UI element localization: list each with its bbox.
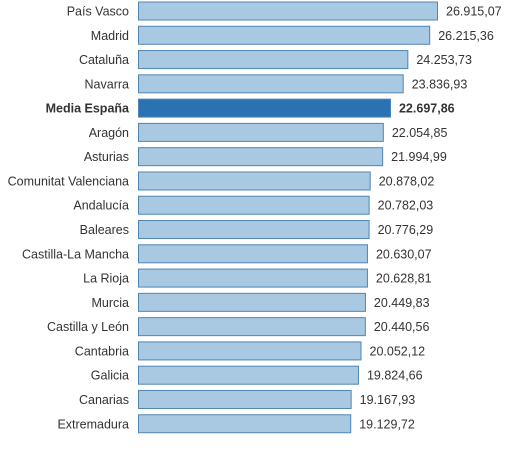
category-label-castilla-la-mancha: Castilla-La Mancha (22, 247, 129, 261)
value-label-navarra: 23.836,93 (412, 77, 468, 91)
bar-aragon (138, 122, 384, 142)
value-label-murcia: 20.449,83 (374, 296, 430, 310)
bar-comunitat-valenciana (138, 171, 371, 191)
value-label-baleares: 20.776,29 (378, 223, 434, 237)
category-label-pais-vasco: País Vasco (67, 5, 129, 19)
bar-extremadura (138, 414, 352, 434)
bar-asturias (138, 147, 384, 167)
category-label-media-espana: Media España (46, 102, 130, 116)
value-label-madrid: 26.215,36 (438, 29, 494, 43)
category-label-extremadura: Extremadura (57, 417, 129, 431)
value-label-cataluna: 24.253,73 (416, 53, 472, 67)
category-label-aragon: Aragón (89, 126, 129, 140)
bar-andalucia (138, 195, 370, 215)
value-label-la-rioja: 20.628,81 (376, 272, 432, 286)
category-label-galicia: Galicia (91, 369, 129, 383)
value-label-comunitat-valenciana: 20.878,02 (379, 174, 435, 188)
value-label-galicia: 19.824,66 (367, 369, 423, 383)
category-label-canarias: Canarias (79, 393, 129, 407)
bar-galicia (138, 365, 359, 385)
category-label-murcia: Murcia (91, 296, 129, 310)
bar-la-rioja (138, 268, 368, 288)
category-label-cataluna: Cataluña (79, 53, 129, 67)
category-label-cantabria: Cantabria (75, 344, 129, 358)
category-label-navarra: Navarra (85, 77, 130, 91)
bar-murcia (138, 292, 366, 312)
value-label-andalucia: 20.782,03 (378, 199, 434, 213)
value-label-pais-vasco: 26.915,07 (446, 5, 502, 19)
category-label-baleares: Baleares (80, 223, 129, 237)
bar-baleares (138, 220, 370, 240)
bar-pais-vasco (138, 1, 438, 21)
bar-cantabria (138, 341, 362, 361)
value-label-aragon: 22.054,85 (392, 126, 448, 140)
value-label-cantabria: 20.052,12 (370, 344, 426, 358)
category-label-la-rioja: La Rioja (83, 272, 129, 286)
bar-madrid (138, 25, 431, 45)
value-label-castilla-la-mancha: 20.630,07 (376, 247, 432, 261)
category-label-castilla-y-leon: Castilla y León (47, 320, 129, 334)
category-label-andalucia: Andalucía (73, 199, 129, 213)
value-label-extremadura: 19.129,72 (359, 417, 415, 431)
category-label-asturias: Asturias (84, 150, 129, 164)
bar-cataluna (138, 50, 409, 70)
bar-navarra (138, 74, 404, 94)
bar-castilla-la-mancha (138, 244, 368, 264)
category-label-madrid: Madrid (91, 29, 129, 43)
value-label-media-espana: 22.697,86 (399, 102, 455, 116)
bar-media-espana (138, 98, 391, 118)
bar-castilla-y-leon (138, 317, 366, 337)
value-label-castilla-y-leon: 20.440,56 (374, 320, 430, 334)
bar-canarias (138, 389, 352, 409)
value-label-canarias: 19.167,93 (360, 393, 416, 407)
category-label-comunitat-valenciana: Comunitat Valenciana (8, 174, 129, 188)
value-label-asturias: 21.994,99 (391, 150, 447, 164)
